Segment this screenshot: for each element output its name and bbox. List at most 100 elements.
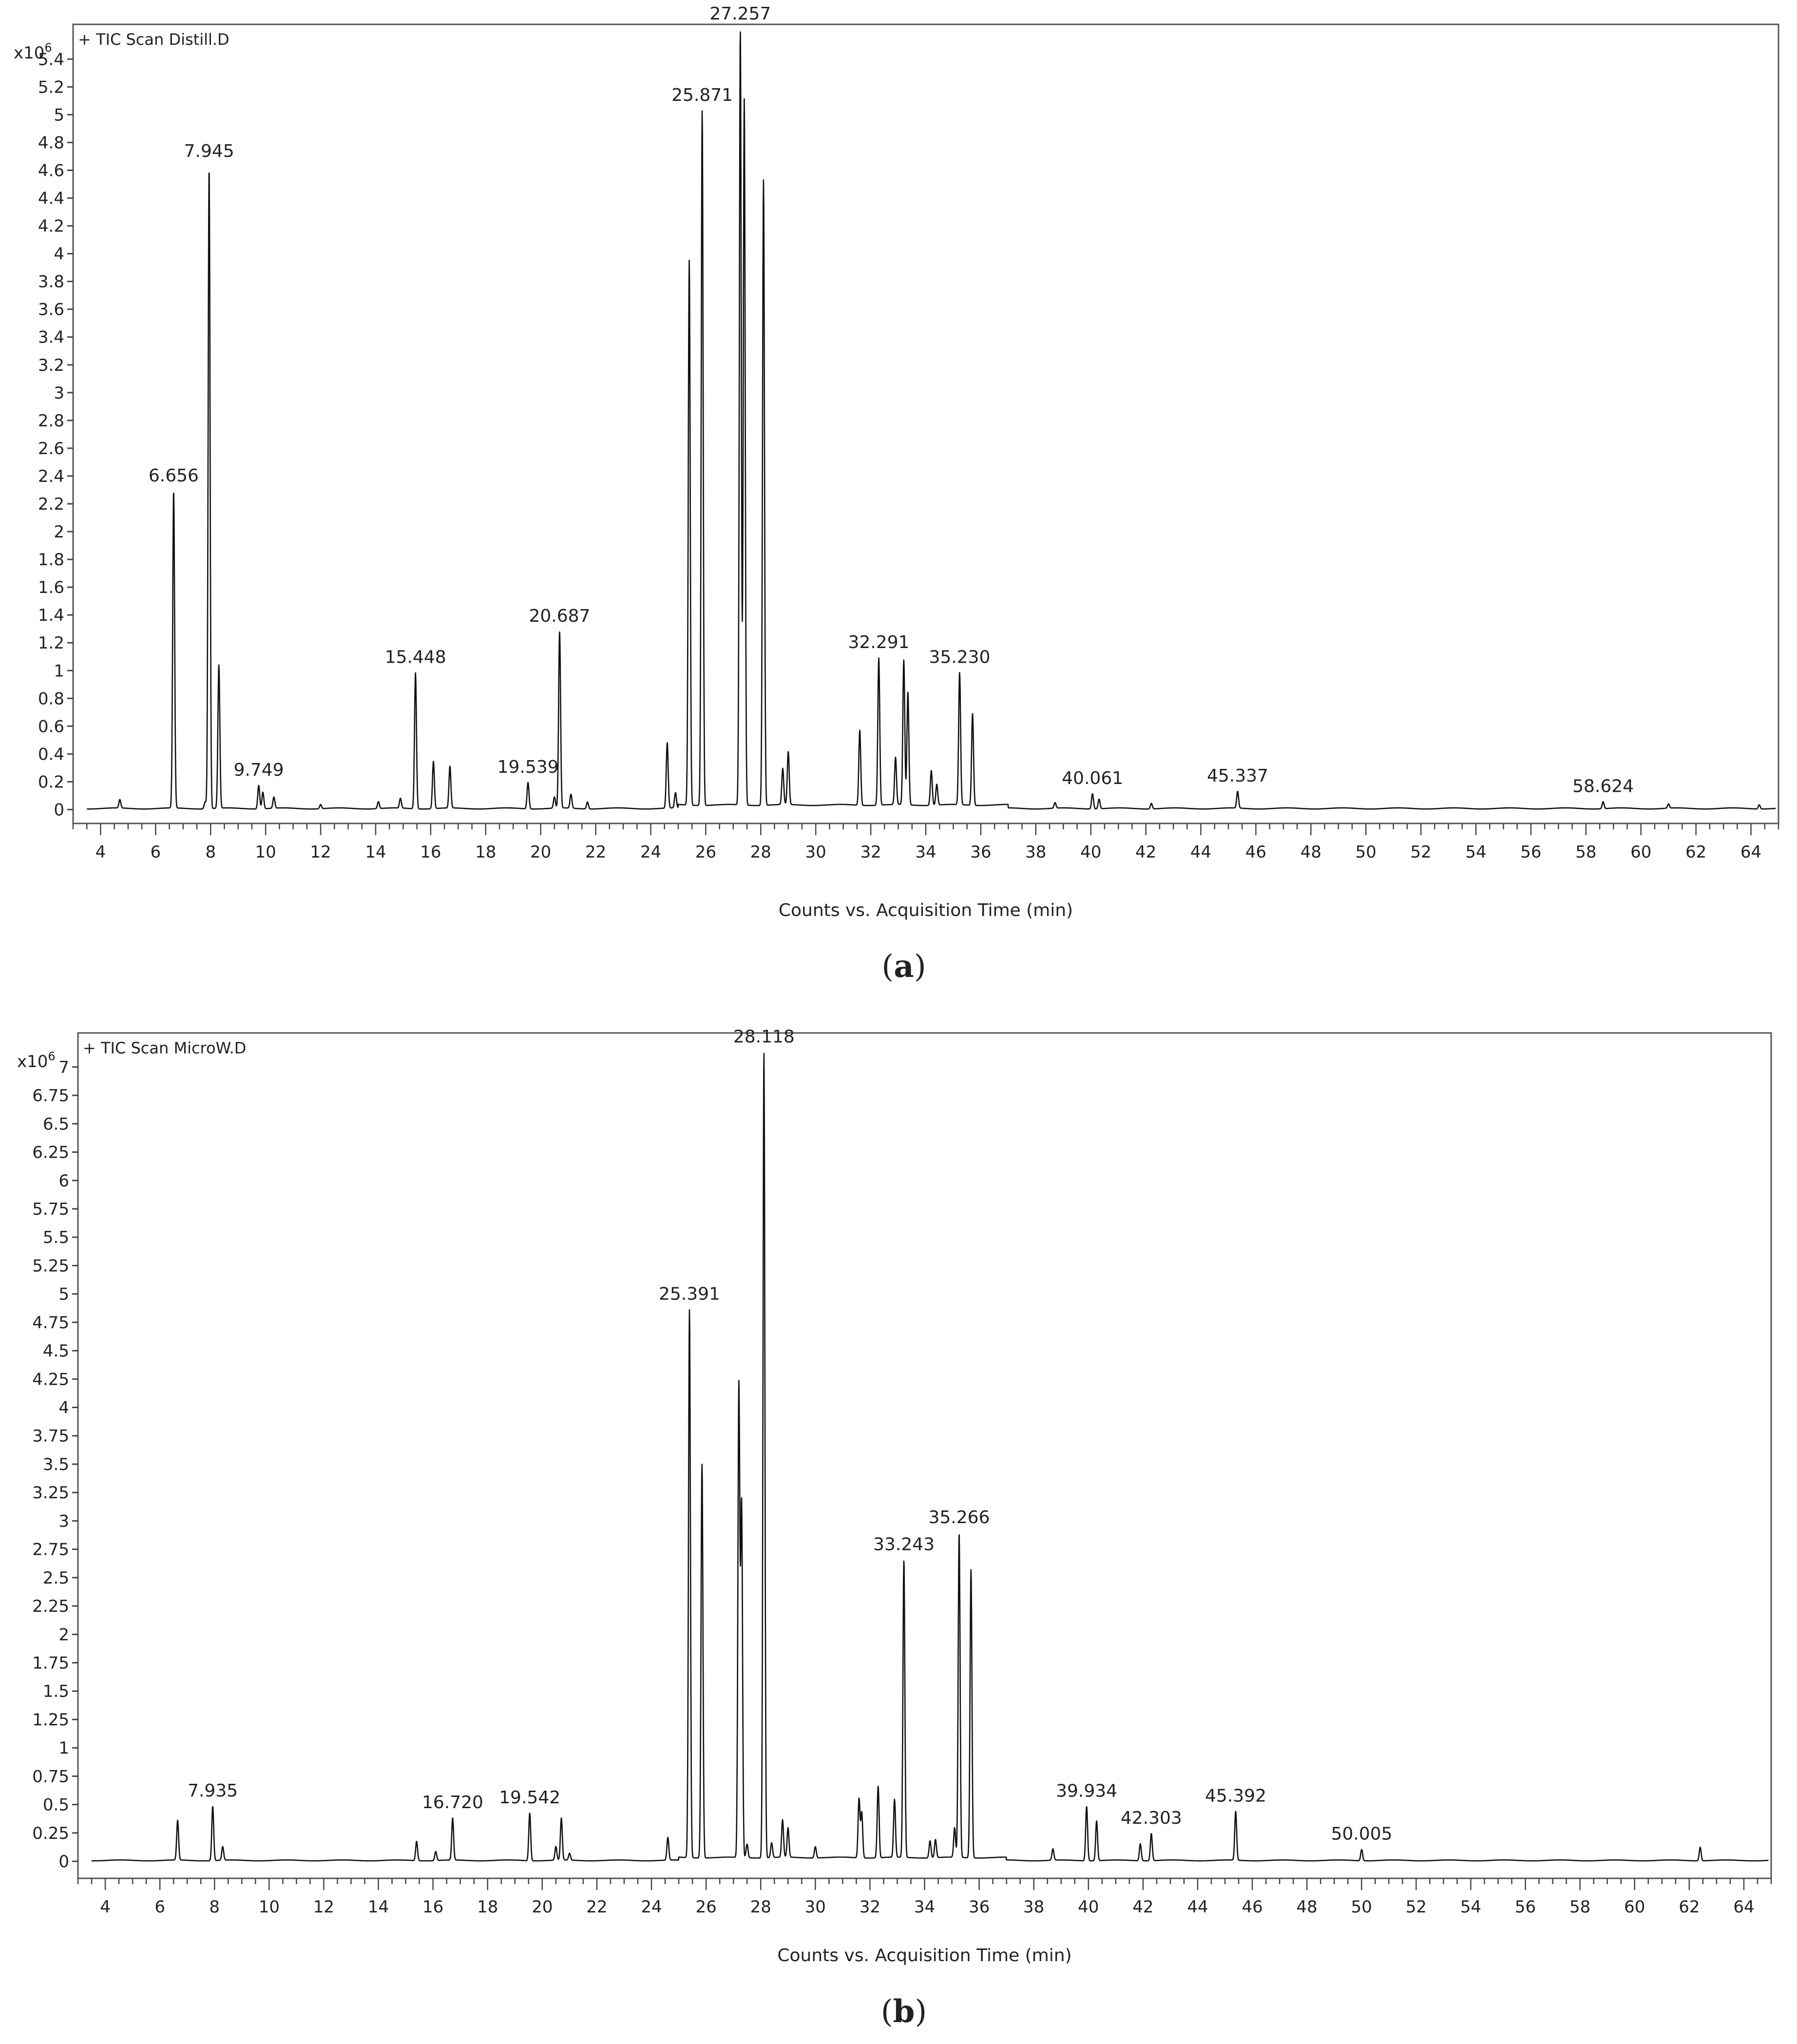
peak-label: 45.337 [1207, 766, 1268, 786]
peak-label: 45.392 [1205, 1786, 1266, 1806]
x-tick-label: 28 [750, 842, 771, 862]
x-tick-label: 60 [1624, 1897, 1645, 1917]
plot-title: + TIC Scan MicroW.D [83, 1039, 246, 1057]
x-tick-label: 18 [477, 1897, 498, 1917]
y-tick-label: 1.8 [38, 550, 64, 570]
x-tick-label: 30 [805, 842, 826, 862]
x-tick-label: 24 [641, 1897, 662, 1917]
x-tick-label: 24 [640, 842, 661, 862]
y-tick-label: 6 [58, 1171, 69, 1191]
x-tick-label: 6 [154, 1897, 165, 1917]
x-tick-label: 52 [1406, 1897, 1427, 1917]
y-tick-label: 3.25 [32, 1483, 69, 1503]
y-tick-label: 3.6 [38, 300, 64, 320]
x-tick-label: 14 [368, 1897, 389, 1917]
x-tick-label: 40 [1078, 1897, 1099, 1917]
x-axis-label: Counts vs. Acquisition Time (min) [777, 1946, 1071, 1966]
x-axis-label: Counts vs. Acquisition Time (min) [779, 900, 1073, 920]
peak-label: 9.749 [233, 760, 284, 780]
peak-label: 35.266 [928, 1508, 990, 1528]
x-tick-label: 8 [209, 1897, 220, 1917]
y-tick-label: 4.2 [38, 217, 64, 236]
y-tick-label: 5.4 [38, 50, 64, 69]
peak-label: 25.391 [659, 1284, 720, 1304]
x-tick-label: 14 [365, 842, 386, 862]
y-tick-label: 2 [58, 1625, 69, 1644]
x-tick-label: 54 [1465, 842, 1486, 862]
x-tick-label: 16 [422, 1897, 443, 1917]
y-tick-label: 3.8 [38, 272, 64, 292]
x-tick-label: 48 [1300, 842, 1321, 862]
peak-label: 35.230 [929, 647, 990, 667]
y-tick-label: 5 [58, 1285, 69, 1304]
y-tick-label: 5.75 [32, 1200, 69, 1219]
y-tick-label: 2.25 [32, 1597, 69, 1616]
y-tick-label: 3 [58, 1511, 69, 1531]
x-tick-label: 26 [695, 842, 716, 862]
x-tick-label: 12 [313, 1897, 334, 1917]
y-tick-label: 5.5 [43, 1228, 69, 1247]
x-tick-label: 50 [1351, 1897, 1372, 1917]
x-tick-label: 50 [1356, 842, 1376, 862]
tic-trace [91, 1053, 1769, 1862]
y-tick-label: 6.75 [32, 1086, 69, 1106]
tic-trace [86, 31, 1777, 810]
y-tick-label: 2.6 [38, 439, 64, 458]
peak-label: 7.935 [188, 1781, 238, 1801]
peak-label: 50.005 [1331, 1824, 1393, 1844]
x-tick-label: 44 [1187, 1897, 1208, 1917]
y-tick-label: 5 [54, 105, 64, 125]
y-tick-label: 4 [54, 245, 64, 264]
y-tick-label: 0.5 [43, 1796, 69, 1815]
x-tick-label: 36 [970, 842, 991, 862]
y-tick-label: 2.5 [43, 1568, 69, 1588]
y-tick-label: 1.25 [32, 1710, 69, 1730]
y-tick-label: 1.6 [38, 578, 64, 597]
x-tick-label: 38 [1023, 1897, 1044, 1917]
x-tick-label: 44 [1190, 842, 1211, 862]
peak-label: 6.656 [149, 466, 199, 486]
x-tick-label: 62 [1679, 1897, 1700, 1917]
plot-frame [72, 23, 1779, 824]
y-tick-label: 0 [58, 1852, 69, 1872]
x-tick-label: 32 [860, 1897, 880, 1917]
peak-label: 19.539 [497, 757, 559, 777]
y-tick-label: 3.4 [38, 328, 64, 347]
x-tick-label: 42 [1135, 842, 1156, 862]
plot-title: + TIC Scan Distill.D [78, 30, 229, 49]
x-tick-label: 4 [96, 842, 106, 862]
y-tick-label: 0.8 [38, 689, 64, 708]
x-tick-label: 42 [1132, 1897, 1153, 1917]
x-tick-label: 34 [915, 842, 936, 862]
y-tick-label: 3.75 [32, 1427, 69, 1446]
x-tick-label: 22 [586, 1897, 607, 1917]
y-tick-label: 1.4 [38, 606, 64, 625]
peak-label: 28.118 [733, 1027, 795, 1047]
peak-label: 25.871 [671, 85, 733, 105]
x-tick-label: 58 [1569, 1897, 1590, 1917]
peak-label: 20.687 [529, 606, 590, 626]
peak-label: 15.448 [385, 647, 446, 667]
peak-label: 39.934 [1056, 1781, 1117, 1801]
x-tick-label: 54 [1460, 1897, 1481, 1917]
x-tick-label: 22 [585, 842, 606, 862]
x-tick-label: 12 [310, 842, 331, 862]
y-tick-label: 1 [58, 1738, 69, 1758]
x-tick-label: 62 [1685, 842, 1706, 862]
y-multiplier-label: x106 [17, 1050, 56, 1071]
y-tick-label: 3 [54, 383, 64, 403]
x-tick-label: 36 [969, 1897, 990, 1917]
x-tick-label: 60 [1630, 842, 1651, 862]
x-tick-label: 26 [695, 1897, 716, 1917]
x-tick-label: 32 [860, 842, 881, 862]
x-tick-label: 10 [255, 842, 276, 862]
x-tick-label: 8 [205, 842, 216, 862]
y-tick-label: 4.5 [43, 1341, 69, 1361]
y-tick-label: 4.75 [32, 1313, 69, 1333]
y-tick-label: 6.5 [43, 1114, 69, 1134]
x-tick-label: 38 [1025, 842, 1046, 862]
peak-label: 19.542 [499, 1788, 560, 1808]
y-tick-label: 4.4 [38, 189, 64, 209]
x-tick-label: 58 [1575, 842, 1596, 862]
